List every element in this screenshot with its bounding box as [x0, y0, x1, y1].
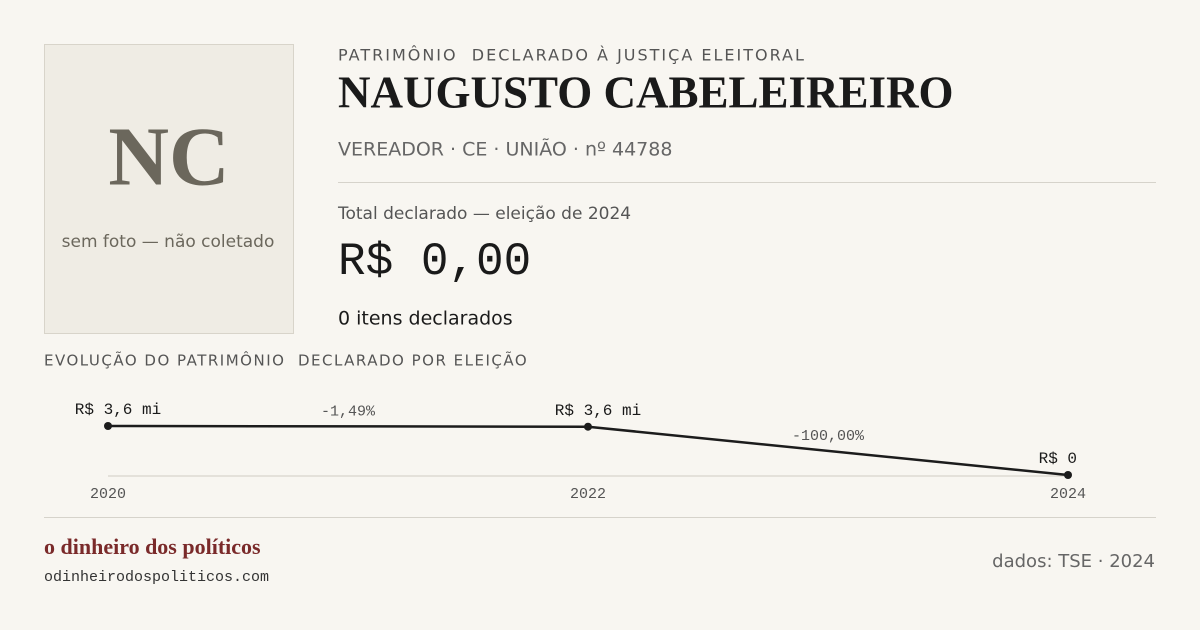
value-label: R$ 3,6 mi: [75, 401, 161, 419]
candidate-name: NAUGUSTO CABELEIREIRO: [338, 67, 954, 117]
x-tick-label: 2024: [1050, 486, 1086, 503]
x-tick-label: 2022: [570, 486, 606, 503]
kicker: PATRIMÔNIO DECLARADO À JUSTIÇA ELEITORAL: [338, 46, 806, 65]
photo-caption: sem foto — não coletado: [62, 232, 275, 252]
point: [584, 422, 592, 431]
point: [1064, 471, 1072, 479]
change-label: -100,00%: [792, 428, 865, 445]
x-tick-label: 2020: [90, 486, 126, 503]
photo-box: [44, 44, 294, 334]
site-url: odinheirodospoliticos.com: [44, 569, 269, 586]
total-value: R$ 0,00: [338, 236, 531, 288]
chart-title: EVOLUÇÃO DO PATRIMÔNIO DECLARADO POR ELE…: [44, 351, 528, 370]
point: [104, 422, 112, 430]
change-label: -1,49%: [321, 403, 376, 420]
source: dados: TSE · 2024: [992, 551, 1155, 572]
brand: o dinheiro dos políticos: [44, 534, 261, 559]
value-label: R$ 3,6 mi: [555, 402, 641, 420]
candidate-meta: VEREADOR · CE · UNIÃO · nº 44788: [338, 138, 672, 161]
total-label: Total declarado — eleição de 2024: [337, 204, 631, 224]
items-count: 0 itens declarados: [338, 308, 513, 330]
value-label: R$ 0: [1039, 450, 1077, 468]
chart: 2020 2022 2024 R$ 3,6 mi R$ 3,6 mi R$ 0 -1,49%…: [75, 401, 1086, 503]
photo-initials: NC: [108, 110, 229, 203]
